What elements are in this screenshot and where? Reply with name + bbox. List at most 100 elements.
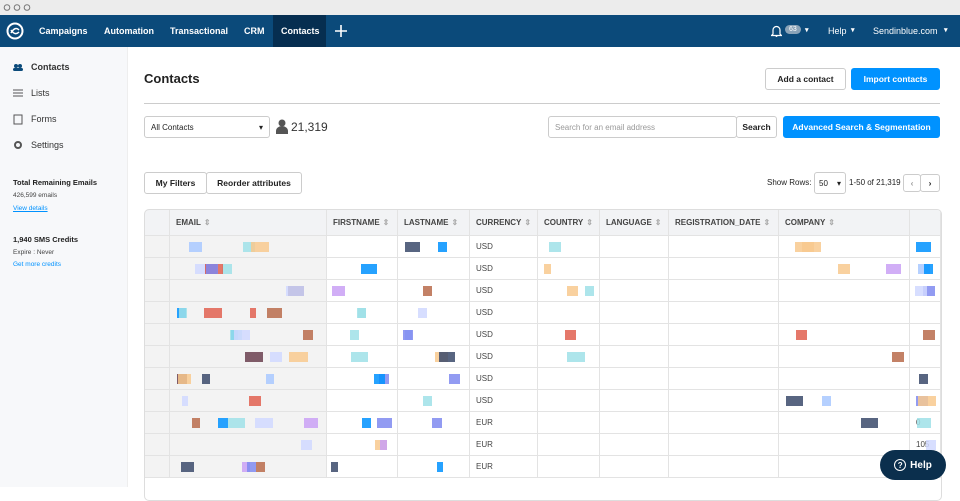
header-cell[interactable]: CURRENCY ⇕ [470, 210, 538, 236]
caret: ▾ [805, 27, 809, 34]
table-cell [538, 236, 600, 258]
reorder-button[interactable]: Reorder attributes [206, 172, 302, 194]
redacted-block [916, 242, 931, 252]
reorder-label: Reorder attributes [217, 178, 291, 188]
header-cell[interactable]: REGISTRATION_DATE ⇕ [669, 210, 779, 236]
nav-transactional[interactable]: Transactional [170, 26, 229, 36]
sort-icon[interactable]: ⇕ [828, 218, 835, 227]
table-cell [779, 280, 910, 302]
header-cell[interactable]: LANGUAGE ⇕ [600, 210, 669, 236]
redacted-block [331, 462, 338, 472]
sort-icon[interactable]: ⇕ [382, 218, 390, 227]
redacted-block [242, 462, 250, 472]
redacted-block [926, 440, 936, 450]
side-lists[interactable]: Lists [31, 88, 50, 98]
header-cell [145, 210, 170, 236]
redacted-block [786, 396, 803, 406]
add-contact-button[interactable]: Add a contact [765, 68, 846, 90]
redacted-block [361, 264, 377, 274]
logo[interactable] [6, 22, 24, 40]
import-button[interactable]: Import contacts [851, 68, 940, 90]
header-cell[interactable]: LASTNAME ⇕ [398, 210, 470, 236]
redacted-block [377, 418, 392, 428]
list-select[interactable]: All Contacts ▾ [144, 116, 270, 138]
bell-icon[interactable] [771, 25, 782, 37]
table-cell [145, 368, 170, 390]
redacted-block [439, 352, 455, 362]
sidebar-icons [13, 64, 23, 149]
currency-cell: EUR [470, 456, 538, 478]
table-cell [779, 236, 910, 258]
redacted-block [403, 330, 413, 340]
redacted-block [249, 396, 261, 406]
sort-icon[interactable]: ⇕ [586, 218, 593, 227]
table-cell [669, 368, 779, 390]
sort-icon[interactable]: ⇕ [763, 218, 771, 227]
nav-campaigns[interactable]: Campaigns [39, 26, 88, 36]
redacted-block [362, 418, 371, 428]
active-tab-bg [273, 15, 326, 47]
nav-help[interactable]: Help [828, 26, 847, 36]
header-cell[interactable]: COUNTRY ⇕ [538, 210, 600, 236]
redacted-block [449, 374, 460, 384]
table-cell [669, 236, 779, 258]
currency-cell: EUR [470, 434, 538, 456]
table-cell [600, 368, 669, 390]
table-cell [145, 324, 170, 346]
header-cell[interactable]: EMAIL ⇕ [170, 210, 327, 236]
emails-title: Total Remaining Emails [13, 178, 98, 187]
table-cell [327, 324, 398, 346]
help-button[interactable]: ? Help [880, 450, 946, 480]
table-cell [600, 258, 669, 280]
search-input[interactable]: Search for an email address [548, 116, 737, 138]
table-cell [170, 302, 327, 324]
sort-icon[interactable]: ⇕ [654, 218, 662, 227]
redacted-block [303, 330, 313, 340]
redacted-block [189, 242, 202, 252]
table-cell [327, 368, 398, 390]
side-forms[interactable]: Forms [31, 114, 57, 124]
advanced-search-button[interactable]: Advanced Search & Segmentation [783, 116, 940, 138]
table-cell [398, 302, 470, 324]
my-filters-button[interactable]: My Filters [144, 172, 207, 194]
nav-contacts[interactable]: Contacts [281, 26, 320, 36]
table-cell [398, 280, 470, 302]
add-icon[interactable] [335, 25, 347, 37]
sms-expire: Expire : Never [13, 249, 55, 256]
header-cell[interactable]: COMPANY ⇕ [779, 210, 910, 236]
nav-account[interactable]: Sendinblue.com [873, 26, 938, 36]
next-page[interactable]: › [920, 174, 940, 192]
redacted-block [544, 264, 551, 274]
notification-badge: 63 [785, 25, 801, 34]
side-contacts[interactable]: Contacts [31, 62, 70, 72]
side-settings[interactable]: Settings [31, 140, 64, 150]
table-cell [538, 434, 600, 456]
table-cell [779, 302, 910, 324]
redacted-block [437, 462, 443, 472]
prev-page[interactable]: ‹ [903, 174, 921, 192]
view-details[interactable]: View details [13, 205, 48, 212]
my-filters-label: My Filters [155, 178, 196, 188]
table-cell [145, 236, 170, 258]
sort-icon[interactable]: ⇕ [524, 218, 532, 227]
redacted-block [585, 286, 594, 296]
get-credits[interactable]: Get more credits [13, 261, 62, 268]
redacted-block [438, 242, 447, 252]
sort-icon[interactable]: ⇕ [203, 218, 211, 227]
header-cell[interactable]: FIRSTNAME ⇕ [327, 210, 398, 236]
redacted-block [886, 264, 901, 274]
redacted-block [351, 352, 368, 362]
table-cell [600, 302, 669, 324]
redacted-block [861, 418, 878, 428]
nav-automation[interactable]: Automation [104, 26, 154, 36]
redacted-block [301, 440, 312, 450]
sort-icon[interactable]: ⇕ [451, 218, 459, 227]
nav-crm[interactable]: CRM [244, 26, 265, 36]
rows-select[interactable]: 50 ▾ [814, 172, 846, 194]
table-cell [669, 258, 779, 280]
redacted-block [423, 396, 432, 406]
search-button[interactable]: Search [736, 116, 777, 138]
table-cell [145, 412, 170, 434]
table-cell [398, 258, 470, 280]
help-icon: ? [894, 459, 907, 471]
